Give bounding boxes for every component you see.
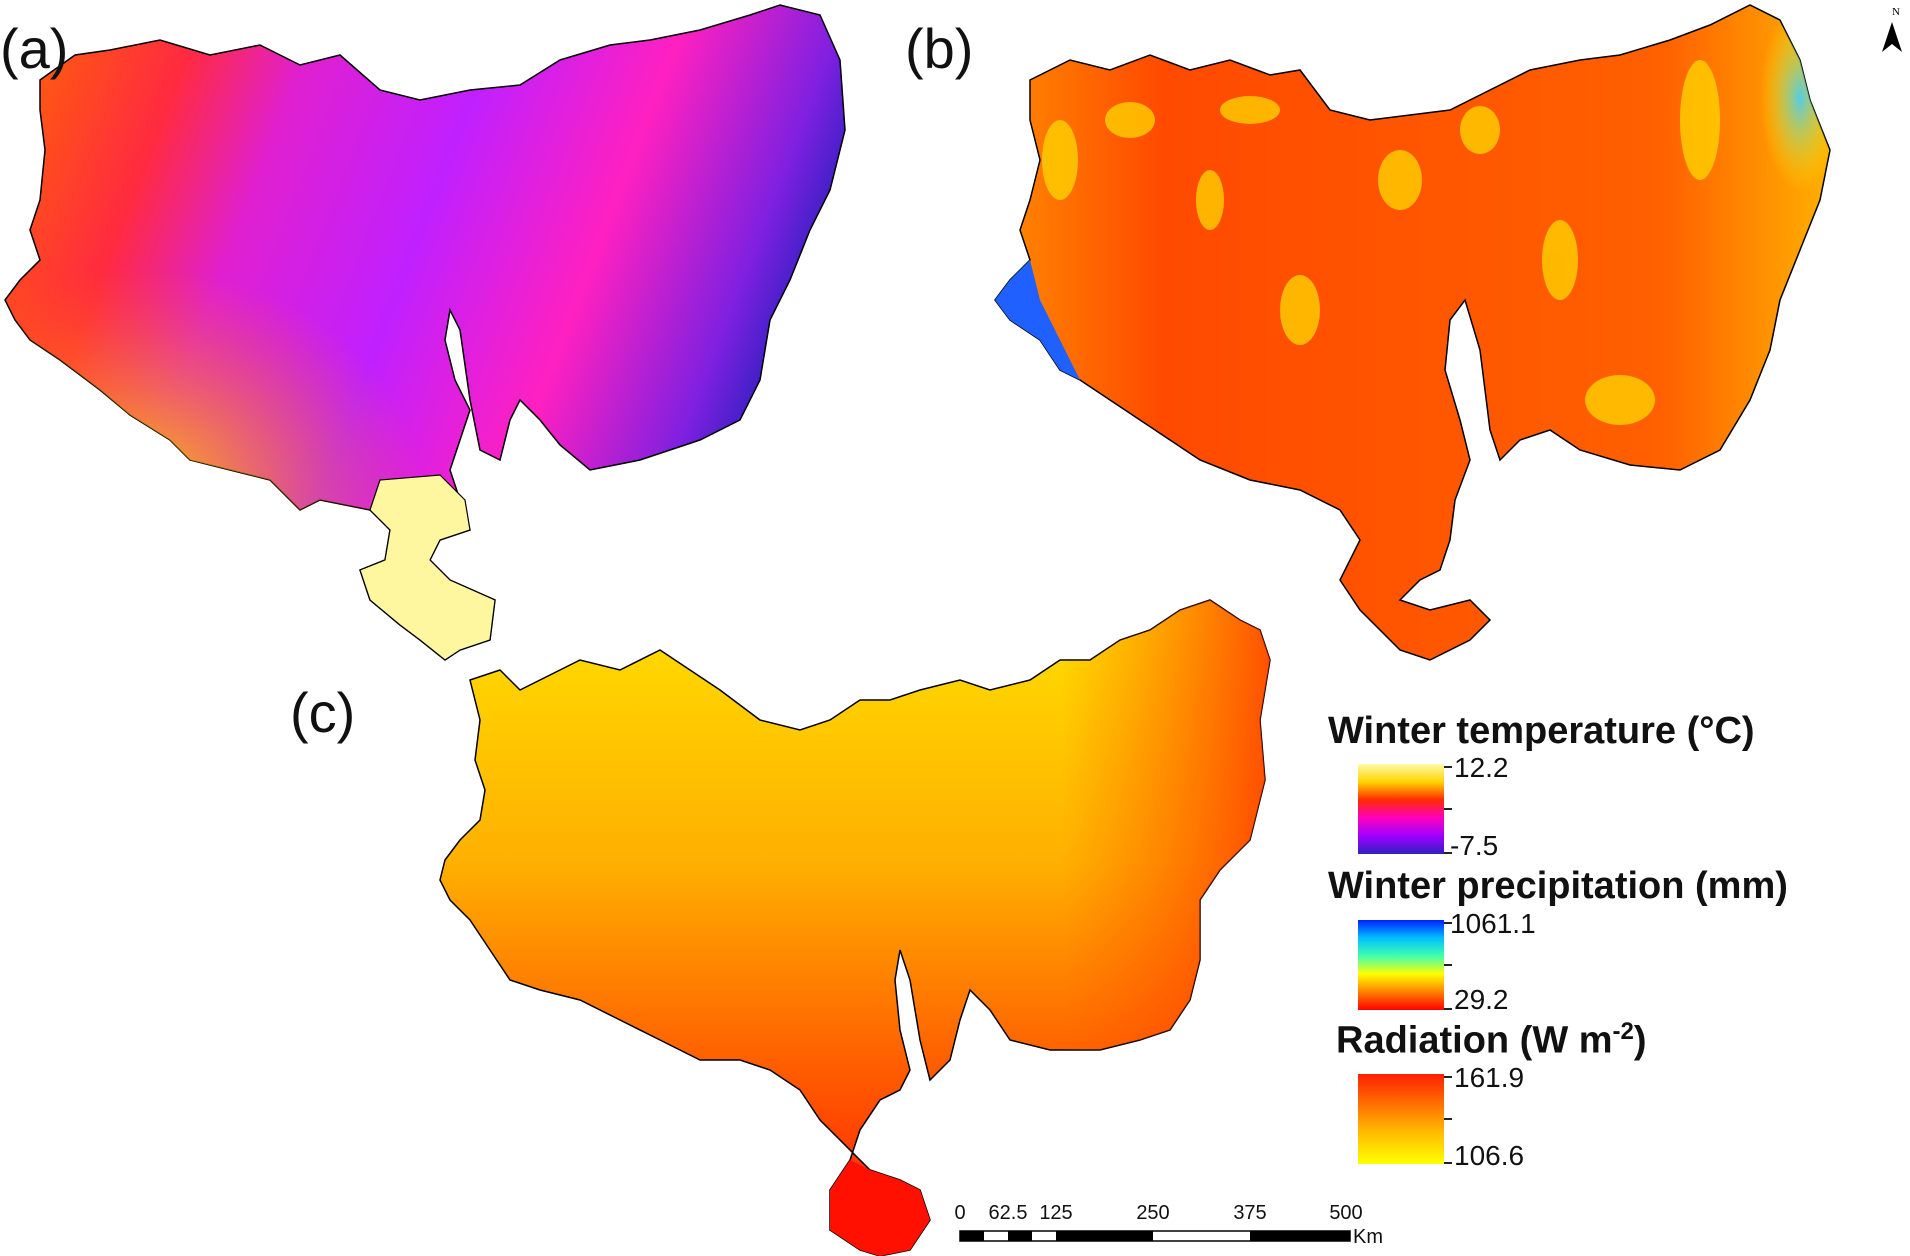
legend-radiation-tick-min [1444, 1162, 1452, 1164]
north-arrow-icon [1882, 22, 1902, 52]
legend-radiation-title-end: ) [1633, 1019, 1647, 1062]
legend-temperature-min: -7.5 [1450, 830, 1499, 861]
legend-temperature-bar [1358, 764, 1444, 854]
scale-label-0: 0 [954, 1202, 966, 1224]
map-b-wet-northeast [1630, 5, 1830, 470]
scale-unit: Km [1353, 1226, 1383, 1248]
panel-label-b: (b) [905, 17, 974, 80]
map-b-wet-west [995, 260, 1080, 380]
map-a-winter-temperature [4, 4, 846, 661]
map-b-region [994, 4, 1831, 661]
scale-label-250: 250 [1136, 1202, 1170, 1224]
map-c-red-tail [830, 1160, 930, 1256]
legend-radiation-title: Radiation (W m-2) [1336, 1018, 1647, 1063]
legend-precipitation-bar [1358, 920, 1444, 1010]
legend-precipitation-tick-max [1444, 922, 1452, 924]
scale-label-125: 125 [1039, 1202, 1073, 1224]
legend-radiation-tick-max [1444, 1076, 1452, 1078]
legend-radiation-title-main: Radiation (W m [1336, 1019, 1613, 1062]
legend-temperature-title: Winter temperature (°C) [1328, 710, 1755, 752]
legend-temperature-max: 12.2 [1454, 752, 1509, 783]
scale-label-375: 375 [1233, 1202, 1267, 1224]
panel-label-a: (a) [0, 17, 69, 80]
legend-precipitation-title: Winter precipitation (mm) [1328, 865, 1788, 907]
legend-precipitation-tick-min [1444, 1008, 1452, 1010]
legend-precipitation-min: 29.2 [1454, 984, 1509, 1015]
scale-bar [959, 1230, 1351, 1242]
north-letter: N [1892, 6, 1900, 18]
legend-temperature-tick-min [1444, 852, 1452, 854]
legend-radiation-min: 106.6 [1454, 1140, 1525, 1171]
scale-label-500: 500 [1329, 1202, 1363, 1224]
legend-radiation-bar [1358, 1074, 1444, 1164]
legend-precipitation-max: 1061.1 [1450, 908, 1536, 939]
legend-temperature-tick-mid [1444, 808, 1452, 810]
legend-radiation-title-sup: -2 [1612, 1018, 1634, 1045]
map-b-yellow-patches [1042, 60, 1720, 425]
map-c-radiation [439, 599, 1271, 1256]
legend-radiation-tick-mid [1444, 1118, 1452, 1120]
panel-label-c: (c) [290, 681, 356, 744]
scale-label-62-5: 62.5 [988, 1202, 1028, 1224]
map-c-east-shading [440, 600, 1270, 1256]
map-a-yellow-tail [359, 474, 496, 661]
legend-temperature-tick-max [1444, 766, 1452, 768]
legend-radiation-max: 161.9 [1454, 1062, 1525, 1093]
legend-precipitation-tick-mid [1444, 964, 1452, 966]
map-a-warm-southwest [5, 5, 845, 660]
map-b-winter-precipitation [994, 4, 1831, 661]
